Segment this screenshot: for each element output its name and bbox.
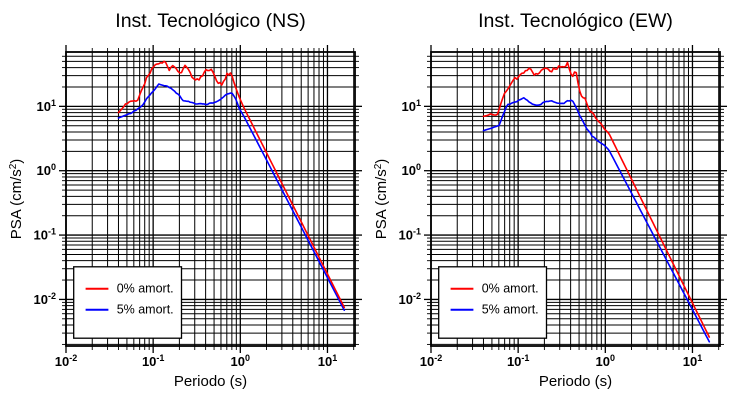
svg-text:100​: 100​ [231, 353, 250, 369]
svg-text:PSA (cm/s2​): PSA (cm/s2​) [8, 159, 25, 240]
svg-text:10-2​: 10-2​ [55, 353, 77, 369]
svg-text:101​: 101​ [683, 353, 702, 369]
svg-text:10-2​: 10-2​ [420, 353, 442, 369]
svg-text:0% amort.: 0% amort. [117, 281, 174, 295]
svg-text:10-1​: 10-1​ [142, 353, 164, 369]
svg-text:0% amort.: 0% amort. [482, 281, 539, 295]
svg-text:PSA (cm/s2​): PSA (cm/s2​) [373, 159, 390, 240]
svg-text:101​: 101​ [318, 353, 337, 369]
svg-text:10-1​: 10-1​ [399, 227, 421, 243]
svg-text:Inst. Tecnológico (NS): Inst. Tecnológico (NS) [115, 10, 305, 32]
svg-text:Periodo (s): Periodo (s) [539, 373, 612, 390]
svg-text:100​: 100​ [37, 162, 56, 178]
svg-text:101​: 101​ [37, 98, 56, 114]
svg-text:101​: 101​ [402, 98, 421, 114]
svg-text:10-1​: 10-1​ [34, 227, 56, 243]
svg-text:100​: 100​ [402, 162, 421, 178]
svg-text:10-2​: 10-2​ [34, 291, 56, 307]
svg-text:10-2​: 10-2​ [399, 291, 421, 307]
svg-text:5% amort.: 5% amort. [482, 302, 539, 316]
svg-text:100​: 100​ [596, 353, 615, 369]
svg-text:5% amort.: 5% amort. [117, 302, 174, 316]
svg-text:Periodo (s): Periodo (s) [174, 373, 247, 390]
svg-text:10-1​: 10-1​ [507, 353, 529, 369]
svg-text:Inst. Tecnológico (EW): Inst. Tecnológico (EW) [478, 10, 673, 32]
